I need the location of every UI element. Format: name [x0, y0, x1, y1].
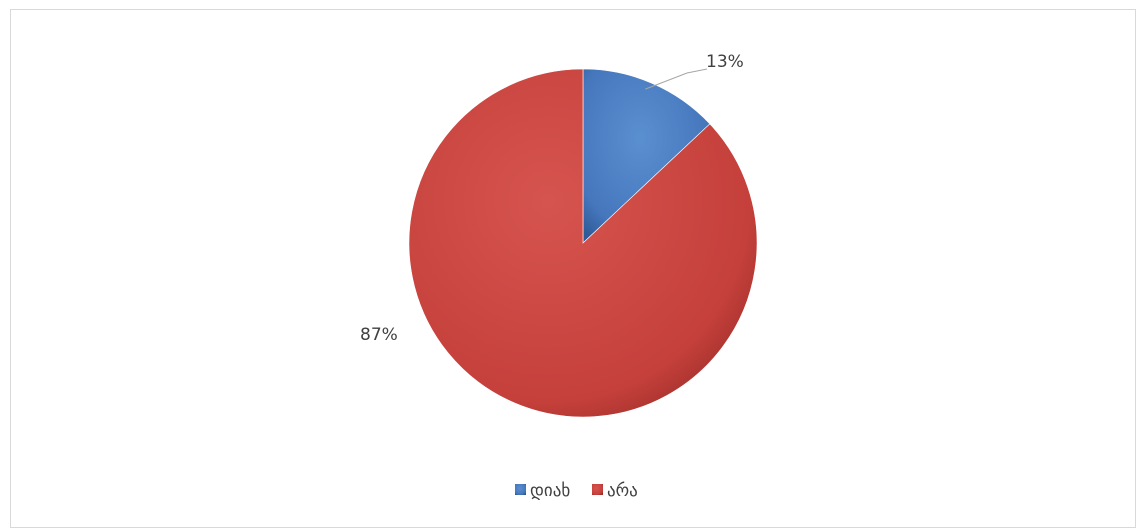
leader-line-1 — [645, 68, 708, 90]
pie-slices — [408, 68, 758, 418]
pie-slice-1 — [582, 68, 711, 244]
data-label-1: 13% — [706, 52, 744, 72]
data-label-2: 87% — [360, 325, 398, 345]
legend-label-1: დიახ — [530, 481, 570, 501]
legend-swatch-2 — [592, 484, 603, 495]
pie-slice-2 — [408, 68, 758, 418]
legend: დიახ არა — [515, 481, 638, 501]
legend-swatch-1 — [515, 484, 526, 495]
legend-label-2: არა — [607, 481, 638, 501]
leader-lines — [645, 68, 708, 90]
data-labels: 13% 87% — [360, 52, 744, 345]
